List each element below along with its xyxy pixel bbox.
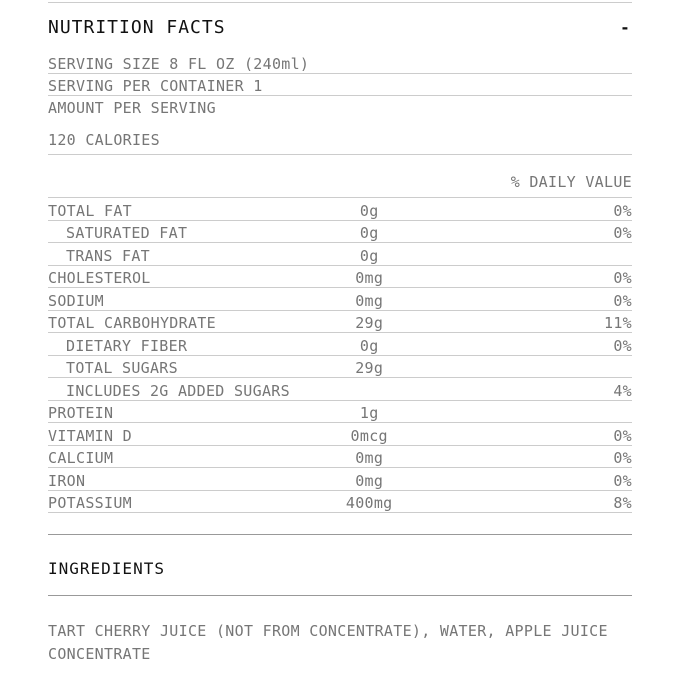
nutrient-amount: 0g xyxy=(359,336,379,355)
table-row: CALCIUM 0mg 0% xyxy=(48,446,632,468)
nutrition-facts-section: NUTRITION FACTS - SERVING SIZE 8 FL OZ (… xyxy=(48,2,632,513)
amount-per-serving-label: AMOUNT PER SERVING xyxy=(48,99,216,117)
table-row: TOTAL CARBOHYDRATE 29g 11% xyxy=(48,311,632,333)
nutrient-label: TOTAL SUGARS xyxy=(66,359,178,377)
nutrient-label: CALCIUM xyxy=(48,449,114,467)
nutrient-label: SATURATED FAT xyxy=(66,224,188,242)
nutrient-daily-value: 0% xyxy=(613,336,632,355)
nutrient-amount: 0mg xyxy=(355,291,384,310)
nutrient-daily-value xyxy=(428,404,632,422)
table-row: IRON 0mg 0% xyxy=(48,468,632,491)
nutrient-daily-value: 0% xyxy=(613,201,632,220)
collapse-minus-icon[interactable]: - xyxy=(620,18,630,37)
table-row: TOTAL FAT 0g 0% xyxy=(48,198,632,221)
section-divider xyxy=(48,534,632,535)
nutrient-daily-value: 0% xyxy=(613,269,632,287)
nutrient-daily-value: 8% xyxy=(613,494,632,512)
table-row: INCLUDES 2G ADDED SUGARS 4% xyxy=(48,378,632,401)
nutrient-amount: 400mg xyxy=(345,494,393,512)
table-row: PROTEIN 1g xyxy=(48,401,632,423)
nutrient-daily-value xyxy=(428,359,632,377)
table-row: TOTAL SUGARS 29g xyxy=(48,356,632,378)
nutrient-label: DIETARY FIBER xyxy=(66,336,188,355)
nutrient-amount: 29g xyxy=(355,359,384,377)
nutrient-amount: 0g xyxy=(359,224,379,242)
nutrient-daily-value xyxy=(428,247,632,265)
table-row: TRANS FAT 0g xyxy=(48,243,632,266)
product-info-panel: NUTRITION FACTS - SERVING SIZE 8 FL OZ (… xyxy=(48,2,632,665)
nutrient-amount: 0g xyxy=(359,246,379,265)
ingredients-section: INGREDIENTS TART CHERRY JUICE (NOT FROM … xyxy=(48,535,632,665)
nutrient-label: SODIUM xyxy=(48,291,104,310)
nutrient-amount xyxy=(311,382,428,400)
calories-line: 120 CALORIES xyxy=(48,131,632,155)
nutrient-daily-value: 4% xyxy=(613,381,632,400)
table-row: SODIUM 0mg 0% xyxy=(48,288,632,311)
nutrient-amount: 0mg xyxy=(355,449,384,467)
nutrient-amount: 0mcg xyxy=(350,426,388,445)
nutrient-label: INCLUDES 2G ADDED SUGARS xyxy=(66,381,290,400)
nutrient-amount: 29g xyxy=(355,314,384,332)
table-row: DIETARY FIBER 0g 0% xyxy=(48,333,632,356)
nutrient-label: VITAMIN D xyxy=(48,426,132,445)
nutrition-facts-header[interactable]: NUTRITION FACTS - xyxy=(48,3,632,43)
nutrient-amount: 0mg xyxy=(355,471,384,490)
serving-size-line: SERVING SIZE 8 FL OZ (240ml) xyxy=(48,55,632,74)
nutrient-amount: 0mg xyxy=(355,269,384,287)
nutrient-daily-value: 0% xyxy=(613,426,632,445)
nutrient-label: POTASSIUM xyxy=(48,494,132,512)
daily-value-column-header: % DAILY VALUE xyxy=(48,155,632,198)
nutrient-daily-value: 0% xyxy=(613,291,632,310)
ingredients-title: INGREDIENTS xyxy=(48,559,165,578)
nutrient-label: PROTEIN xyxy=(48,404,114,422)
table-row: CHOLESTEROL 0mg 0% xyxy=(48,266,632,288)
ingredients-text: TART CHERRY JUICE (NOT FROM CONCENTRATE)… xyxy=(48,622,608,663)
nutrient-label: CHOLESTEROL xyxy=(48,269,151,287)
nutrient-daily-value: 0% xyxy=(613,449,632,467)
serving-per-container-line: SERVING PER CONTAINER 1 xyxy=(48,74,632,96)
nutrient-daily-value: 11% xyxy=(603,314,632,332)
nutrient-daily-value: 0% xyxy=(613,471,632,490)
nutrient-label: TRANS FAT xyxy=(66,246,150,265)
table-row: VITAMIN D 0mcg 0% xyxy=(48,423,632,446)
table-row: POTASSIUM 400mg 8% xyxy=(48,491,632,513)
nutrient-amount: 0g xyxy=(359,201,379,220)
nutrient-amount: 1g xyxy=(359,404,379,422)
nutrient-label: TOTAL CARBOHYDRATE xyxy=(48,314,216,332)
nutrient-label: TOTAL FAT xyxy=(48,201,132,220)
table-row: SATURATED FAT 0g 0% xyxy=(48,221,632,243)
ingredients-header[interactable]: INGREDIENTS xyxy=(48,535,632,596)
nutrition-table: TOTAL FAT 0g 0% SATURATED FAT 0g 0% TRAN… xyxy=(48,198,632,513)
nutrient-label: IRON xyxy=(48,471,86,490)
nutrition-facts-title: NUTRITION FACTS xyxy=(48,17,226,38)
nutrient-daily-value: 0% xyxy=(613,224,632,242)
